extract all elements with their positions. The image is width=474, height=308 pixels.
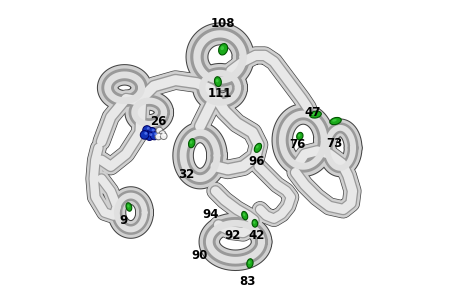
Ellipse shape bbox=[152, 129, 155, 132]
Ellipse shape bbox=[247, 259, 253, 268]
Ellipse shape bbox=[242, 211, 248, 220]
Ellipse shape bbox=[154, 132, 157, 135]
Text: 32: 32 bbox=[178, 168, 194, 180]
Text: 26: 26 bbox=[150, 115, 167, 128]
Text: 94: 94 bbox=[202, 208, 219, 221]
Ellipse shape bbox=[126, 203, 132, 211]
Text: 9: 9 bbox=[119, 214, 127, 227]
Ellipse shape bbox=[216, 79, 219, 82]
Ellipse shape bbox=[145, 132, 154, 140]
Ellipse shape bbox=[219, 44, 228, 55]
Ellipse shape bbox=[156, 127, 163, 134]
Text: 47: 47 bbox=[304, 106, 320, 119]
Text: 90: 90 bbox=[192, 249, 208, 262]
Ellipse shape bbox=[256, 145, 259, 148]
Ellipse shape bbox=[150, 131, 159, 140]
Ellipse shape bbox=[298, 134, 301, 137]
Ellipse shape bbox=[332, 119, 337, 122]
Text: 92: 92 bbox=[224, 229, 241, 242]
Ellipse shape bbox=[255, 143, 262, 152]
Ellipse shape bbox=[243, 213, 246, 216]
Ellipse shape bbox=[159, 128, 162, 131]
Text: 76: 76 bbox=[289, 138, 305, 151]
Ellipse shape bbox=[140, 131, 149, 139]
Ellipse shape bbox=[190, 141, 192, 144]
Ellipse shape bbox=[144, 132, 147, 135]
Ellipse shape bbox=[189, 139, 195, 148]
Text: 111: 111 bbox=[208, 87, 232, 100]
Ellipse shape bbox=[253, 221, 255, 224]
Ellipse shape bbox=[149, 133, 152, 136]
Ellipse shape bbox=[147, 127, 150, 130]
Ellipse shape bbox=[159, 131, 166, 137]
Text: 83: 83 bbox=[239, 275, 256, 288]
Ellipse shape bbox=[160, 133, 167, 140]
Ellipse shape bbox=[127, 205, 129, 208]
Ellipse shape bbox=[164, 134, 166, 136]
Ellipse shape bbox=[297, 132, 303, 140]
Ellipse shape bbox=[310, 111, 321, 118]
Ellipse shape bbox=[148, 128, 156, 136]
Ellipse shape bbox=[248, 261, 251, 264]
Ellipse shape bbox=[143, 126, 151, 134]
Ellipse shape bbox=[330, 117, 341, 125]
Text: 96: 96 bbox=[249, 155, 265, 168]
Text: 73: 73 bbox=[326, 137, 342, 150]
Ellipse shape bbox=[220, 46, 224, 50]
Ellipse shape bbox=[312, 113, 317, 115]
Text: 108: 108 bbox=[211, 17, 236, 30]
Ellipse shape bbox=[158, 134, 161, 136]
Ellipse shape bbox=[155, 133, 162, 140]
Text: 42: 42 bbox=[249, 229, 265, 242]
Ellipse shape bbox=[252, 220, 258, 227]
Ellipse shape bbox=[214, 77, 221, 87]
Ellipse shape bbox=[162, 132, 164, 134]
